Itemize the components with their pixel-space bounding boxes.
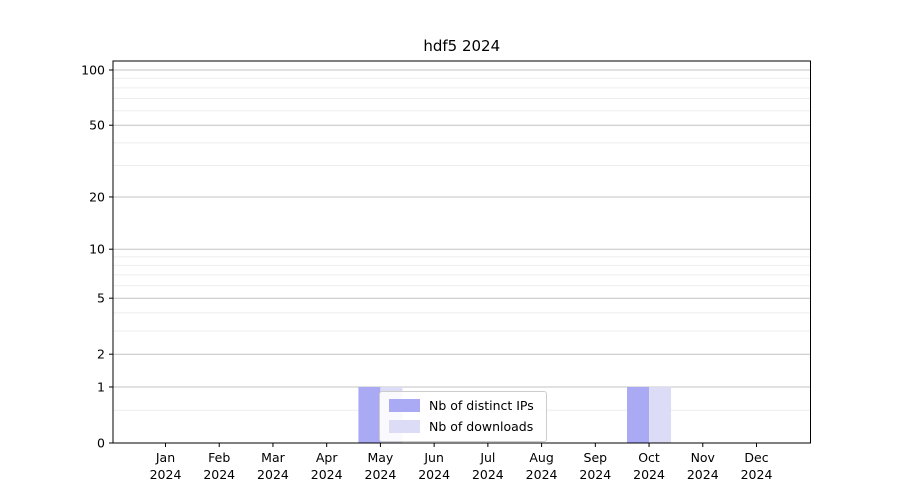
- gridlines: [113, 69, 811, 411]
- x-tick-label: Oct 2024: [633, 450, 665, 482]
- bar-nb-of-distinct-ips-may-2024: [358, 386, 381, 443]
- bar-nb-of-downloads-oct-2024: [649, 386, 672, 443]
- x-tick-label: Jan 2024: [150, 450, 182, 482]
- x-tick-label: Jun 2024: [418, 450, 450, 482]
- x-tick-label: Dec 2024: [741, 450, 773, 482]
- x-tick-label: Aug 2024: [526, 450, 558, 482]
- y-tick-label: 50: [89, 118, 105, 133]
- axes: [109, 60, 811, 447]
- legend-label-distinct-ips: Nb of distinct IPs: [429, 398, 534, 413]
- y-tick-label: 2: [97, 347, 105, 362]
- y-tick-label: 20: [89, 189, 105, 204]
- x-tick-label: Jul 2024: [472, 450, 504, 482]
- x-tick-label: Nov 2024: [687, 450, 719, 482]
- bar-nb-of-distinct-ips-oct-2024: [627, 386, 650, 443]
- plot-frame: [112, 60, 811, 444]
- y-tick-label: 0: [97, 436, 105, 451]
- legend-item-distinct-ips: Nb of distinct IPs: [389, 398, 537, 413]
- legend-item-downloads: Nb of downloads: [389, 419, 537, 434]
- y-tick-label: 5: [97, 291, 105, 306]
- y-tick-label: 1: [97, 379, 105, 394]
- legend-swatch-distinct-ips: [389, 399, 420, 412]
- legend-swatch-downloads: [389, 420, 420, 433]
- y-tick-label: 100: [81, 63, 105, 78]
- legend-label-downloads: Nb of downloads: [429, 419, 534, 434]
- axis-labels: 0 1 2 5 10 20 50 100 Jan 2024 Feb 2024 Mar 2024 Apr 202…: [81, 63, 772, 483]
- chart-title: hdf5 2024: [423, 37, 500, 55]
- y-tick-label: 10: [89, 242, 105, 257]
- x-tick-label: Apr 2024: [311, 450, 343, 482]
- x-tick-label: Mar 2024: [257, 450, 289, 482]
- legend: Nb of distinct IPs Nb of downloads: [379, 391, 547, 442]
- x-tick-label: Feb 2024: [203, 450, 235, 482]
- x-tick-label: May 2024: [365, 450, 397, 482]
- x-tick-label: Sep 2024: [579, 450, 611, 482]
